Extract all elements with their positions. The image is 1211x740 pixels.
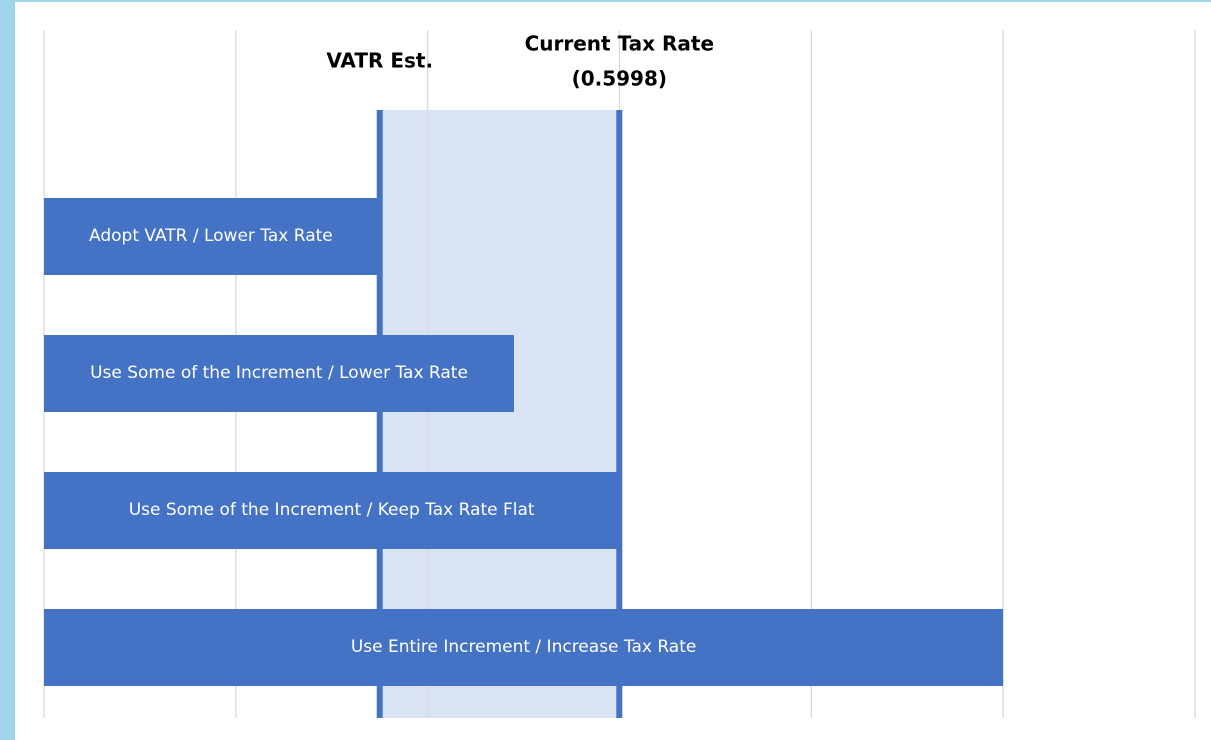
reference-label: (0.5998) — [572, 67, 667, 91]
bar-label: Use Some of the Increment / Keep Tax Rat… — [128, 500, 535, 520]
bar: Adopt VATR / Lower Tax Rate — [44, 198, 378, 275]
bar-label: Adopt VATR / Lower Tax Rate — [89, 226, 333, 246]
bar-label: Use Entire Increment / Increase Tax Rate — [350, 637, 697, 657]
reference-label: VATR Est. — [326, 49, 433, 73]
bar: Use Entire Increment / Increase Tax Rate — [44, 609, 1004, 686]
bar: Use Some of the Increment / Lower Tax Ra… — [44, 335, 514, 412]
reference-label: Current Tax Rate — [525, 32, 714, 56]
bar-label: Use Some of the Increment / Lower Tax Ra… — [90, 363, 468, 383]
bar: Use Some of the Increment / Keep Tax Rat… — [44, 472, 620, 549]
